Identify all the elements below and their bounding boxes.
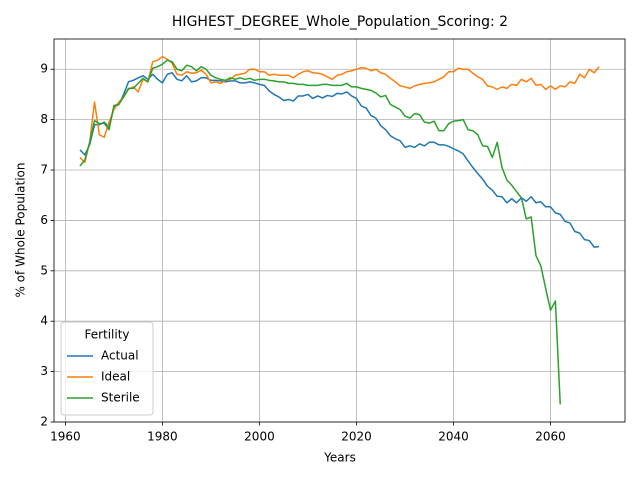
y-tick-label: 5 <box>40 263 48 277</box>
y-tick-label: 6 <box>40 213 48 227</box>
y-tick-label: 9 <box>40 62 48 76</box>
y-tick-label: 4 <box>40 314 48 328</box>
axes-frame <box>53 38 626 423</box>
x-axis-label: Years <box>323 451 356 465</box>
legend-label: Ideal <box>101 370 130 384</box>
legend-label: Actual <box>101 349 139 363</box>
x-tick-label: 2060 <box>535 430 566 444</box>
y-tick-label: 8 <box>40 112 48 126</box>
y-tick-label: 3 <box>40 364 48 378</box>
legend-title: Fertility <box>84 328 129 342</box>
x-tick-label: 1980 <box>147 430 178 444</box>
x-tick-label: 1960 <box>50 430 81 444</box>
y-tick-label: 7 <box>40 163 48 177</box>
chart-title: HIGHEST_DEGREE_Whole_Population_Scoring:… <box>172 14 508 30</box>
x-tick-label: 2000 <box>244 430 275 444</box>
y-axis-label: % of Whole Population <box>14 163 28 298</box>
line-series <box>79 72 600 248</box>
x-tick-label: 2020 <box>341 430 372 444</box>
x-tick-label: 2040 <box>438 430 469 444</box>
line-series <box>79 59 561 405</box>
legend-label: Sterile <box>101 391 140 405</box>
legend-box <box>60 321 154 416</box>
y-tick-label: 2 <box>40 415 48 429</box>
line-series <box>79 55 600 164</box>
